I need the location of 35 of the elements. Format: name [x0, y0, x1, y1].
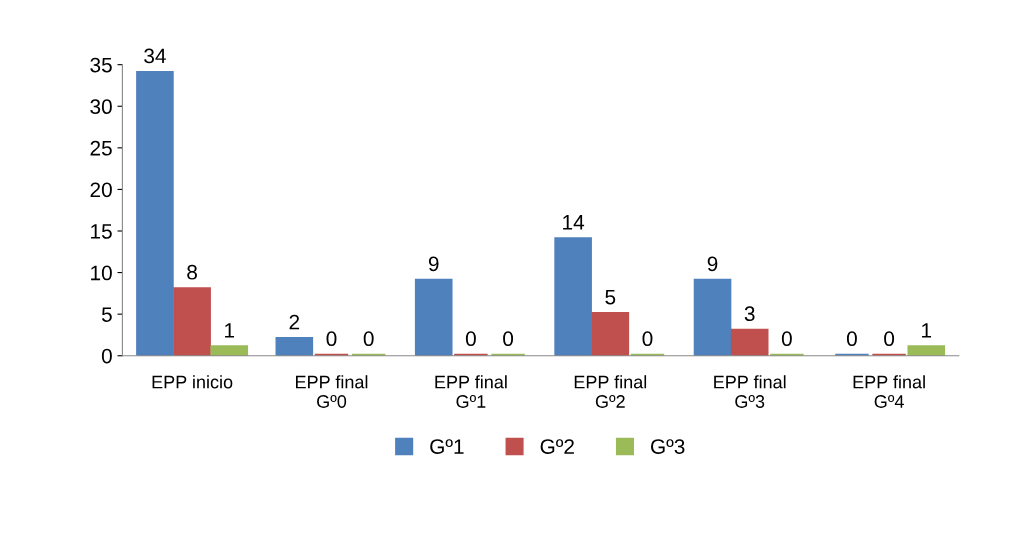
data-label: 0	[326, 331, 337, 347]
x-tick-label: EPP inicio	[152, 375, 233, 389]
y-tick-label: 15	[91, 224, 112, 239]
data-label: 14	[563, 215, 585, 230]
data-label: 1	[922, 323, 932, 338]
x-tick-label: EPP final Gº0	[296, 375, 368, 408]
data-label: 9	[707, 256, 718, 272]
data-label: 1	[225, 323, 235, 338]
y-tick-label: 25	[90, 140, 112, 156]
data-label: 5	[605, 289, 616, 305]
data-label: 0	[781, 331, 792, 347]
legend-label: Gº1	[430, 439, 464, 454]
y-tick-label: 35	[90, 57, 112, 73]
data-label: 8	[187, 264, 197, 280]
data-label: 0	[363, 331, 374, 347]
y-tick-label: 20	[90, 182, 112, 198]
x-tick-label: EPP final Gº1	[435, 375, 507, 408]
data-label: 0	[465, 331, 476, 347]
y-tick-label: 10	[91, 265, 112, 281]
y-tick-label: 0	[101, 348, 112, 364]
x-tick-label: EPP final Gº4	[853, 375, 925, 408]
legend-label: Gº2	[540, 439, 574, 454]
data-label: 0	[884, 331, 895, 347]
y-tick-label: 30	[90, 99, 112, 115]
data-label: 0	[642, 331, 653, 347]
data-label: 34	[144, 48, 166, 64]
data-label: 9	[428, 256, 439, 272]
x-tick-label: EPP final Gº2	[574, 375, 647, 408]
x-tick-label: EPP final Gº3	[714, 375, 786, 408]
legend-label: Gº3	[651, 439, 685, 454]
y-tick-label: 5	[101, 307, 112, 322]
data-label: 3	[744, 306, 755, 322]
data-label: 2	[289, 314, 300, 330]
data-label: 0	[503, 331, 514, 347]
data-label: 0	[846, 331, 857, 347]
